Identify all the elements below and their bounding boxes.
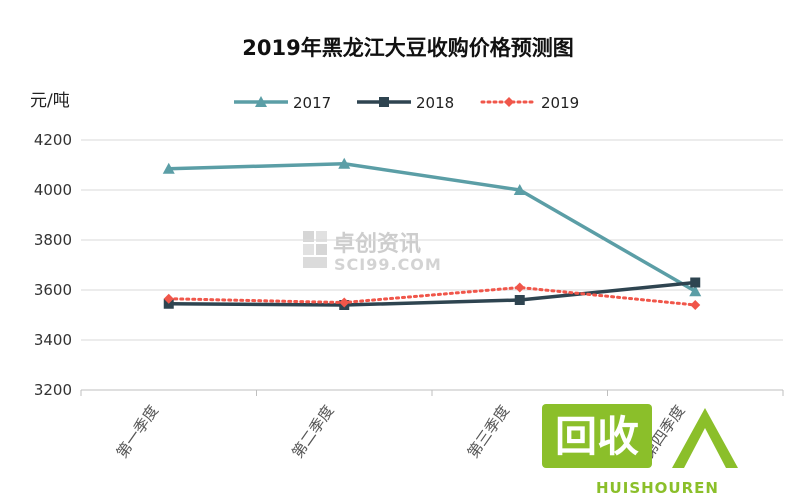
series-line-2017 <box>168 162 697 293</box>
data-point-2017 <box>689 285 702 297</box>
y-axis-unit-label: 元/吨 <box>30 91 70 111</box>
watermark: 卓创资讯 SCI99.COM <box>303 231 442 274</box>
legend-marker <box>255 96 267 107</box>
y-tick-label: 3600 <box>34 281 72 299</box>
series-line-2019 <box>167 286 697 307</box>
data-point-2019 <box>163 293 174 304</box>
legend-label: 2018 <box>416 94 454 112</box>
watermark-text: 卓创资讯 <box>333 232 421 257</box>
site-logo: 回收 HUISHOUREN <box>542 404 738 497</box>
legend-item-2017: 2017 <box>234 94 331 112</box>
series-2017 <box>162 157 702 297</box>
x-category-label: 第三季度 <box>464 402 513 461</box>
data-point-2018 <box>514 295 525 305</box>
legend: 2017 2018 2019 <box>234 94 579 112</box>
logo-badge <box>542 404 652 468</box>
data-point-2017 <box>162 162 175 174</box>
data-point-2018 <box>690 277 701 288</box>
chart-title: 2019年黑龙江大豆收购价格预测图 <box>242 36 573 60</box>
legend-label: 2019 <box>541 94 579 112</box>
legend-item-2018: 2018 <box>357 94 454 112</box>
logo-subtext: HUISHOUREN <box>596 479 719 497</box>
series-2019 <box>163 282 701 310</box>
y-tick-label: 4200 <box>34 131 72 149</box>
series-layer <box>162 157 702 310</box>
legend-item-2019: 2019 <box>480 94 579 112</box>
y-tick-label: 3800 <box>34 231 72 249</box>
data-point-2019 <box>690 300 701 310</box>
legend-label: 2017 <box>293 94 331 112</box>
y-tick-label: 3400 <box>34 331 72 349</box>
data-point-2017 <box>513 184 526 195</box>
data-point-2017 <box>338 157 351 169</box>
y-tick-label: 3200 <box>34 381 72 399</box>
gridlines <box>81 139 783 341</box>
x-category-label: 第二季度 <box>288 402 337 461</box>
legend-marker <box>504 97 514 107</box>
logo-text: 回收 <box>555 412 639 461</box>
data-point-2019 <box>514 282 525 293</box>
x-category-label: 第一季度 <box>113 402 162 461</box>
data-point-2019 <box>339 297 350 308</box>
watermark-logo-icon <box>303 231 327 268</box>
series-line-2018 <box>168 280 696 307</box>
legend-marker <box>379 97 389 107</box>
watermark-subtext: SCI99.COM <box>334 255 442 274</box>
logo-mark-icon <box>672 408 738 468</box>
y-tick-label: 4000 <box>34 181 72 199</box>
